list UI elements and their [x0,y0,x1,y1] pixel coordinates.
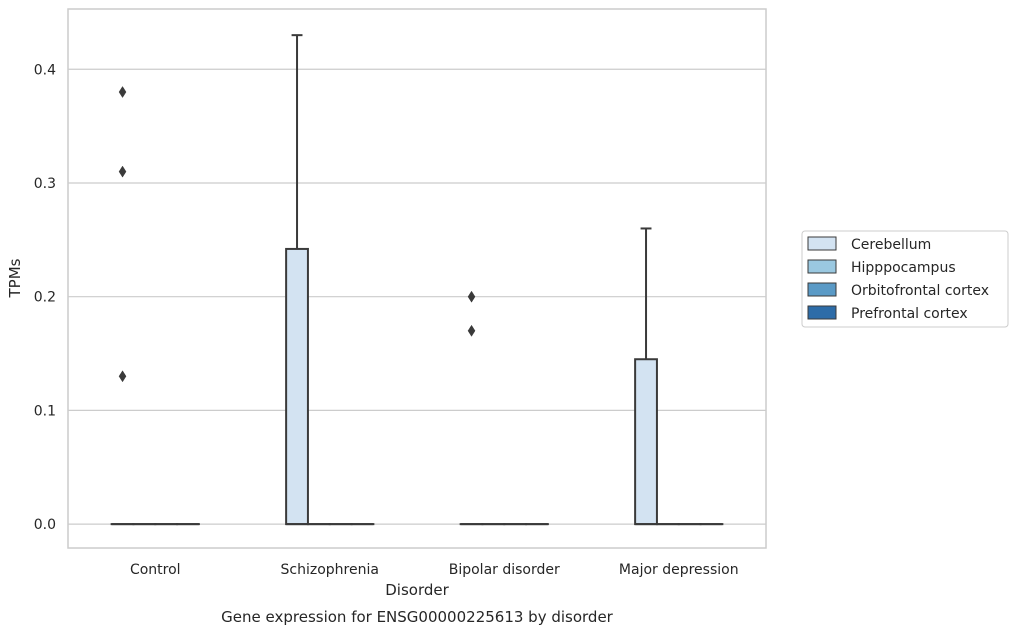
box-cerebellum-1 [285,34,309,526]
legend-swatch [807,305,837,320]
legend-swatch [807,236,837,251]
y-tick-label: 0.1 [34,403,56,419]
legend: Cerebellum Hipppocampus Orbitofrontal cort… [801,230,1009,328]
legend-item: Prefrontal cortex [807,305,968,322]
x-axis-ticks: Control Schizophrenia Bipolar disorder Majo… [130,562,739,578]
legend-item: Hipppocampus [807,259,956,276]
x-tick-label: Major depression [619,562,739,578]
legend-label: Cerebellum [851,237,931,253]
outlier-point [118,86,127,98]
box-body [634,358,658,526]
y-axis-title: TPMs [6,258,24,298]
y-tick-label: 0.4 [34,62,56,78]
chart-caption: Gene expression for ENSG00000225613 by d… [221,608,614,626]
legend-swatch [807,259,837,274]
outlier-point [467,324,476,337]
legend-label: Orbitofrontal cortex [851,283,989,299]
box-body [285,247,309,526]
box-cerebellum-3 [634,227,658,526]
y-tick-label: 0.2 [34,290,56,306]
y-tick-label: 0.0 [34,517,56,533]
x-tick-label: Schizophrenia [281,562,379,578]
y-tick-label: 0.3 [34,176,56,192]
plot-frame [67,8,767,549]
legend-label: Prefrontal cortex [851,306,968,322]
x-tick-label: Bipolar disorder [449,562,560,578]
legend-label: Hipppocampus [851,260,956,276]
box-cerebellum-0 [110,86,135,526]
y-axis-ticks: 0.0 0.1 0.2 0.3 0.4 [34,62,56,533]
legend-frame [801,230,1009,328]
outlier-point [118,370,127,383]
x-axis-title: Disorder [385,581,449,599]
box-plot-series [110,34,724,526]
legend-item: Orbitofrontal cortex [807,282,989,299]
legend-item: Cerebellum [807,236,931,253]
x-tick-label: Control [130,562,181,578]
outlier-point [118,165,127,178]
legend-swatch [807,282,837,297]
outlier-point [467,290,476,303]
box-cerebellum-2 [459,290,484,526]
